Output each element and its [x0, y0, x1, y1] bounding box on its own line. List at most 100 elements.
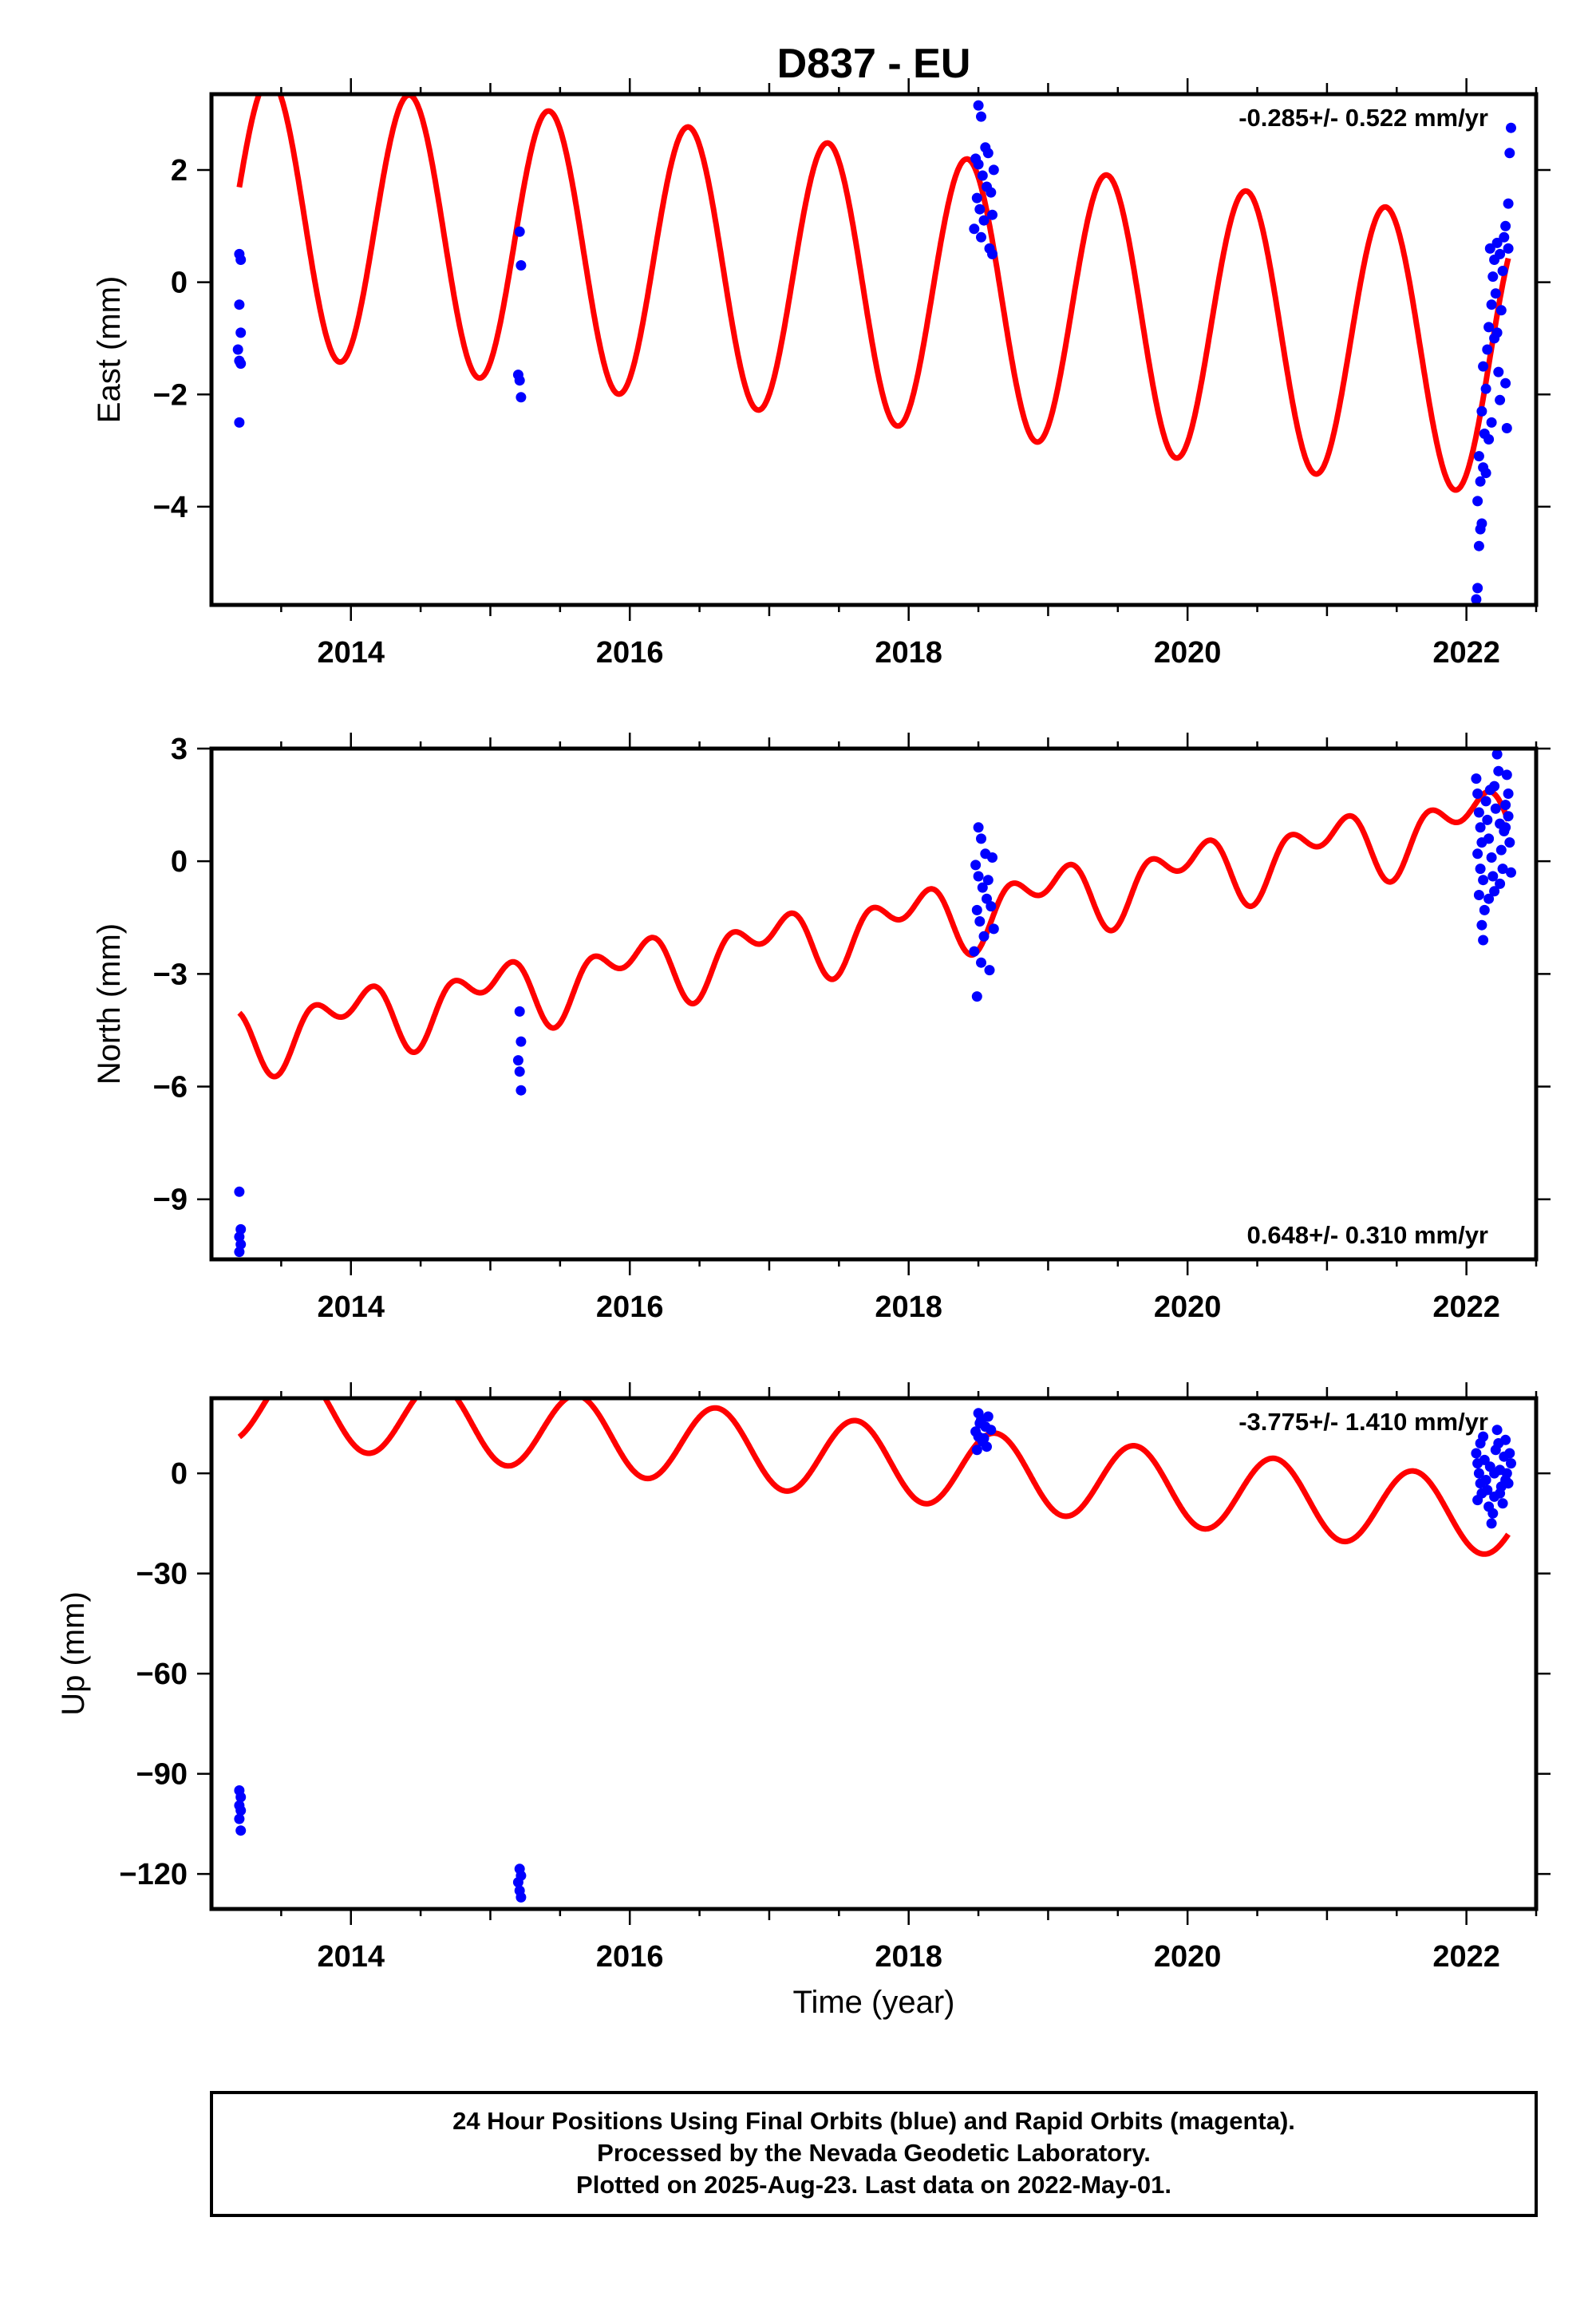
data-point — [514, 226, 525, 237]
model-curve — [236, 94, 1511, 493]
data-point — [1486, 417, 1497, 428]
data-point — [1478, 935, 1489, 946]
data-point — [974, 1417, 986, 1429]
data-point — [1497, 864, 1508, 875]
data-point — [235, 255, 247, 265]
x-tick-label: 2020 — [1154, 1290, 1222, 1324]
data-point — [516, 392, 527, 403]
y-tick-label: −90 — [136, 1758, 188, 1792]
data-point — [1506, 867, 1516, 878]
data-point — [1500, 1475, 1511, 1485]
data-point — [971, 1445, 982, 1456]
east-panel: 2014 2016 2018 2020 2022 2 0 −2 −4 East (mm) -0.28… — [92, 78, 1551, 670]
data-point — [1486, 299, 1497, 310]
data-point — [1473, 451, 1484, 462]
data-point — [1475, 476, 1486, 487]
footer-box: 24 Hour Positions Using Final Orbits (bl… — [210, 2091, 1538, 2217]
data-point — [982, 1441, 992, 1452]
data-point — [1500, 1434, 1511, 1445]
up-panel: 2014 2016 2018 2020 2022 0 −30 −60 −90 −120 Up (mm… — [56, 1382, 1551, 2020]
data-point — [1486, 852, 1497, 863]
data-point — [1487, 271, 1499, 283]
data-point — [516, 1036, 527, 1047]
data-point — [512, 1055, 523, 1066]
x-tick-label: 2016 — [596, 1290, 664, 1324]
data-point — [1503, 243, 1514, 254]
north-panel: 2014 2016 2018 2020 2022 3 0 −3 −6 −9 North (mm) 0.… — [92, 733, 1551, 1324]
data-point — [986, 187, 997, 198]
data-point — [1495, 878, 1506, 889]
data-point — [1478, 875, 1489, 886]
data-point — [1473, 1468, 1484, 1479]
data-point — [1473, 540, 1484, 551]
data-point — [1490, 803, 1501, 814]
data-point — [973, 100, 984, 111]
data-point — [1500, 220, 1511, 231]
data-point — [970, 860, 982, 871]
y-tick-label: −9 — [153, 1184, 188, 1217]
plot-frame — [209, 1396, 1539, 1911]
data-point — [1504, 1448, 1515, 1459]
footer-line-2: Processed by the Nevada Geodetic Laborat… — [597, 2139, 1151, 2167]
data-point — [514, 1006, 525, 1017]
data-point — [232, 344, 243, 355]
data-point — [977, 170, 988, 181]
plot-frame — [209, 746, 1539, 1262]
data-point — [974, 204, 986, 215]
data-point — [1489, 1468, 1500, 1479]
data-point — [1495, 1488, 1506, 1499]
y-tick-label: 2 — [171, 154, 188, 188]
data-point — [1487, 871, 1499, 882]
data-point — [1480, 796, 1491, 807]
data-point — [516, 260, 527, 271]
x-tick-label: 2022 — [1432, 1940, 1500, 1974]
data-point — [988, 923, 999, 935]
data-point — [971, 904, 982, 915]
data-point — [1495, 248, 1506, 259]
data-point — [514, 1066, 525, 1077]
data-point — [234, 1813, 245, 1824]
data-point — [973, 822, 984, 833]
data-point — [1482, 1484, 1493, 1496]
data-point — [976, 231, 986, 243]
data-point — [987, 248, 998, 259]
data-point — [1471, 773, 1482, 785]
data-point — [235, 358, 247, 370]
data-point — [234, 299, 245, 310]
data-point — [976, 111, 986, 122]
x-tick-label: 2014 — [317, 1940, 385, 1974]
data-point — [973, 159, 984, 170]
data-point — [512, 1877, 523, 1887]
data-point — [1491, 1425, 1503, 1436]
data-point — [235, 327, 247, 338]
data-point — [982, 148, 994, 159]
footer-line-3: Plotted on 2025-Aug-23. Last data on 202… — [576, 2171, 1171, 2199]
plot-frame — [209, 92, 1539, 607]
data-point — [1487, 1508, 1499, 1519]
data-point — [977, 882, 988, 893]
data-point — [1472, 1495, 1483, 1506]
data-point — [1479, 904, 1490, 915]
data-point — [1506, 1458, 1516, 1469]
data-point — [1480, 468, 1491, 479]
data-point — [1491, 237, 1503, 248]
data-point — [1476, 405, 1487, 417]
data-point — [1506, 122, 1516, 133]
data-point — [1501, 769, 1512, 781]
y-axis-label: North (mm) — [92, 923, 127, 1085]
data-point — [987, 852, 998, 863]
data-point — [1472, 583, 1483, 594]
data-point — [1471, 594, 1482, 605]
data-point — [1480, 383, 1491, 394]
data-point — [1500, 800, 1511, 811]
x-tick-label: 2014 — [317, 1290, 385, 1324]
data-point — [1472, 848, 1483, 860]
data-point — [1483, 434, 1495, 445]
data-point — [969, 223, 980, 235]
y-tick-label: 0 — [171, 1457, 188, 1491]
data-point — [1476, 518, 1487, 529]
data-point — [987, 209, 998, 220]
y-tick-label: −60 — [136, 1658, 188, 1691]
y-tick-label: −2 — [153, 378, 188, 412]
